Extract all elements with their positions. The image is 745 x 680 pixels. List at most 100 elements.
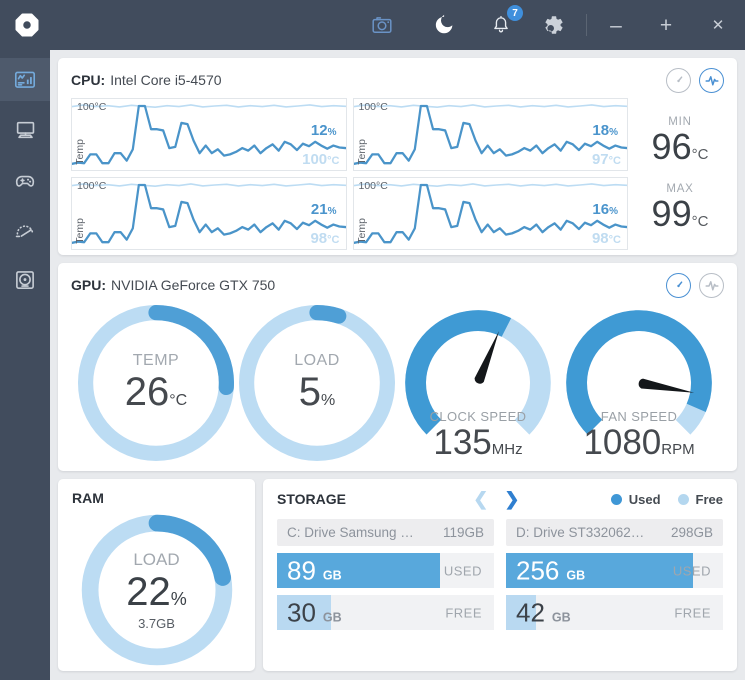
bell-icon[interactable]: 7 bbox=[488, 5, 523, 38]
main-content: CPU: Intel Core i5-4570 bbox=[50, 50, 745, 680]
cpu-name: Intel Core i5-4570 bbox=[110, 72, 222, 88]
cpu-core-chart-4: 100°C Temp 16% 98°C bbox=[352, 177, 628, 250]
gpu-clock-gauge: CLOCK SPEED 135MHz bbox=[398, 303, 558, 463]
drive-name: D: Drive ST332062… bbox=[516, 525, 645, 540]
used-value: 89 GB bbox=[287, 555, 342, 585]
drive-d: D: Drive ST332062… 298GB 256 GB USED 42 GB bbox=[506, 519, 723, 630]
storage-pager: ❮ ❯ bbox=[473, 490, 519, 508]
ram-gauge: LOAD 22% 3.7GB bbox=[81, 514, 233, 666]
graph-view-icon[interactable] bbox=[699, 67, 724, 93]
sparkline bbox=[72, 104, 346, 165]
free-bar-fill bbox=[277, 595, 332, 630]
used-bar: 256 GB USED bbox=[506, 553, 723, 588]
cpu-view-toggles bbox=[666, 67, 724, 93]
cpu-core-charts: 100°C Temp 12% 100°C 100°C Temp 18% 97°C bbox=[71, 98, 628, 250]
storage-header: STORAGE ❮ ❯ Used Free bbox=[277, 490, 723, 508]
gauge-label: FAN SPEED bbox=[600, 409, 678, 424]
close-button[interactable]: ✕ bbox=[711, 16, 725, 34]
drive-size: 119GB bbox=[442, 525, 484, 540]
graph-view-icon[interactable] bbox=[699, 272, 724, 298]
minimize-button[interactable]: – bbox=[610, 13, 622, 37]
drive-pill: C: Drive Samsung … 119GB bbox=[277, 519, 494, 546]
donut-gauge bbox=[239, 305, 395, 461]
used-bar-fill bbox=[277, 553, 440, 588]
camera-icon[interactable] bbox=[369, 12, 395, 38]
gauge-value: 22% bbox=[126, 569, 187, 614]
gauge-label: LOAD bbox=[294, 351, 340, 369]
min-label: MIN bbox=[668, 115, 692, 128]
axis-max-label: 100°C bbox=[358, 101, 388, 113]
gauge-view-icon[interactable] bbox=[666, 272, 691, 298]
gear-icon[interactable] bbox=[541, 12, 567, 38]
legend-used: Used bbox=[610, 492, 661, 507]
core-temp-value: 100°C bbox=[302, 151, 340, 168]
used-bar: 89 GB USED bbox=[277, 553, 494, 588]
used-value: 256 GB bbox=[516, 555, 586, 585]
free-bar-fill bbox=[506, 595, 537, 630]
donut-gauge bbox=[78, 305, 234, 461]
min-value: 96°C bbox=[651, 125, 709, 167]
drive-size: 298GB bbox=[670, 525, 713, 540]
cpu-core-chart-2: 100°C Temp 18% 97°C bbox=[352, 98, 628, 171]
core-load-value: 21% bbox=[310, 201, 337, 218]
gauge-label: CLOCK SPEED bbox=[429, 409, 527, 424]
used-bar-fill bbox=[506, 553, 693, 588]
sidebar-item-performance[interactable] bbox=[0, 208, 50, 251]
used-dot-icon bbox=[610, 493, 622, 505]
pc-icon bbox=[16, 121, 35, 138]
axis-label: Temp bbox=[355, 139, 368, 165]
sparkline bbox=[353, 183, 627, 244]
core-temp-value: 98°C bbox=[591, 230, 621, 247]
speedometer-icon bbox=[15, 224, 34, 237]
cpu-card-header: CPU: Intel Core i5-4570 bbox=[71, 67, 724, 93]
gauge-view-icon[interactable] bbox=[666, 67, 691, 93]
gauge-value: 5% bbox=[298, 369, 336, 414]
sidebar-item-cooler[interactable] bbox=[0, 258, 50, 301]
max-value: 99°C bbox=[651, 192, 709, 234]
donut-gauge bbox=[81, 514, 232, 666]
gpu-view-toggles bbox=[666, 272, 724, 298]
free-value: 30 GB bbox=[287, 597, 342, 627]
core-temp-value: 98°C bbox=[310, 230, 340, 247]
chevron-right-icon[interactable]: ❯ bbox=[504, 489, 520, 509]
ram-title: RAM bbox=[72, 490, 104, 506]
sidebar-item-pc[interactable] bbox=[0, 108, 50, 151]
storage-legend: Used Free bbox=[610, 492, 723, 507]
cpu-core-chart-1: 100°C Temp 12% 100°C bbox=[71, 98, 347, 171]
free-dot-icon bbox=[677, 493, 689, 505]
used-tag: USED bbox=[443, 563, 482, 578]
free-tag: FREE bbox=[674, 605, 711, 620]
topbar-actions: 7 – + ✕ bbox=[369, 5, 731, 38]
free-bar: 42 GB FREE bbox=[506, 595, 723, 630]
max-label: MAX bbox=[666, 182, 694, 195]
moon-icon[interactable] bbox=[431, 12, 457, 38]
chevron-left-icon[interactable]: ❮ bbox=[473, 489, 489, 509]
title-bar: 7 – + ✕ bbox=[0, 0, 745, 50]
axis-max-label: 100°C bbox=[77, 180, 107, 192]
core-load-value: 16% bbox=[592, 201, 618, 218]
used-tag: USED bbox=[672, 563, 711, 578]
drive-pill: D: Drive ST332062… 298GB bbox=[506, 519, 723, 546]
gpu-name: NVIDIA GeForce GTX 750 bbox=[111, 277, 276, 293]
gpu-card-header: GPU: NVIDIA GeForce GTX 750 bbox=[71, 272, 724, 298]
axis-max-label: 100°C bbox=[358, 180, 388, 192]
gauge-label: TEMP bbox=[132, 351, 180, 369]
sidebar bbox=[0, 50, 50, 680]
free-bar: 30 GB FREE bbox=[277, 595, 494, 630]
maximize-button[interactable]: + bbox=[659, 13, 673, 37]
storage-card: STORAGE ❮ ❯ Used Free bbox=[263, 479, 737, 671]
core-load-value: 18% bbox=[592, 122, 618, 139]
drive-name: C: Drive Samsung … bbox=[287, 525, 414, 540]
gauge-value: 1080RPM bbox=[583, 423, 695, 462]
sidebar-item-games[interactable] bbox=[0, 158, 50, 201]
drive-c: C: Drive Samsung … 119GB 89 GB USED 30 GB bbox=[277, 519, 494, 630]
speedometer-gauge bbox=[405, 310, 551, 456]
storage-title: STORAGE bbox=[277, 491, 346, 507]
sidebar-item-monitoring[interactable] bbox=[0, 58, 50, 101]
legend-free: Free bbox=[677, 492, 723, 507]
app-logo-icon bbox=[10, 8, 44, 42]
gpu-load-gauge: LOAD 5% bbox=[237, 303, 397, 463]
gauge-value: 26°C bbox=[124, 369, 188, 414]
fan-icon bbox=[16, 270, 34, 289]
